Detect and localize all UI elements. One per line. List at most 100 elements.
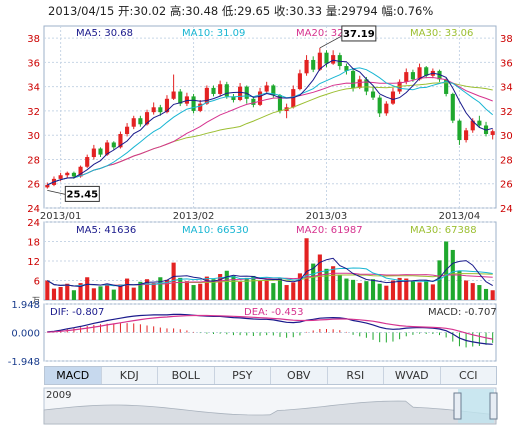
volume-bar <box>377 283 382 300</box>
quote-open: 开:30.02 <box>117 4 167 18</box>
candle-body <box>357 79 362 88</box>
volume-bar <box>211 279 216 300</box>
volume-bar <box>178 277 183 300</box>
candle-body <box>111 142 116 148</box>
candle-body <box>457 120 462 141</box>
price-axis-right-label: 26 <box>500 180 513 191</box>
volume-bar <box>304 238 309 300</box>
volume-legend-ma30: MA30: 67388 <box>410 225 477 236</box>
volume-bar <box>417 282 422 300</box>
low-label: 25.45 <box>67 189 99 200</box>
volume-legend-ma5: MA5: 41636 <box>76 225 136 236</box>
candle-body <box>118 133 123 148</box>
date-axis-label: 2013/04 <box>439 211 481 222</box>
candle-body <box>410 72 415 80</box>
candle-body <box>437 70 442 80</box>
tab-macd[interactable]: MACD <box>45 367 102 384</box>
candle-body <box>65 172 70 176</box>
candle-body <box>58 175 63 179</box>
legend-ma10: MA10: 31.09 <box>182 28 245 39</box>
tab-obv[interactable]: OBV <box>271 367 328 384</box>
navigator-selection <box>458 389 494 423</box>
tab-cci[interactable]: CCI <box>458 369 478 382</box>
volume-bar <box>384 285 389 300</box>
price-axis-left-label: 24 <box>27 204 40 215</box>
volume-bar <box>317 254 322 300</box>
volume-bar <box>331 266 336 300</box>
volume-bar <box>151 283 156 300</box>
volume-bar <box>218 274 223 300</box>
volume-axis-label: 24 <box>27 218 40 229</box>
volume-bar <box>111 289 116 300</box>
volume-unit-label: 万 <box>32 296 40 305</box>
volume-bar <box>171 262 176 300</box>
volume-axis-label: 18 <box>27 238 40 249</box>
navigator-year: 2009 <box>46 390 72 401</box>
price-axis-right-label: 32 <box>500 107 513 118</box>
volume-bar <box>424 280 429 300</box>
candle-body <box>477 120 482 126</box>
candle-body <box>178 91 183 104</box>
candle-body <box>404 72 409 82</box>
candle-body <box>98 148 103 155</box>
volume-bar <box>58 287 63 300</box>
candle-body <box>164 98 170 113</box>
candle-body <box>231 96 236 101</box>
volume-legend-ma10: MA10: 66530 <box>182 225 249 236</box>
high-label-leader <box>319 35 343 49</box>
volume-bar <box>311 263 316 300</box>
volume-bar <box>351 279 356 300</box>
volume-axis-label: 6 <box>34 277 40 288</box>
price-axis-left-label: 26 <box>27 180 40 191</box>
candle-body <box>470 120 475 131</box>
candle-body <box>138 118 143 125</box>
volume-bar <box>490 290 495 300</box>
price-axis-right-label: 30 <box>500 131 513 142</box>
candle-body <box>464 130 469 141</box>
macd-axis-label: 1.948 <box>11 300 40 311</box>
tab-boll[interactable]: BOLL <box>158 367 215 384</box>
volume-bar <box>198 283 203 300</box>
candle-body <box>45 184 50 188</box>
candle-body <box>304 59 309 74</box>
candle-body <box>424 67 429 76</box>
dea-line <box>47 314 493 340</box>
ma20-line <box>47 76 493 186</box>
high-label: 37.19 <box>343 29 375 40</box>
volume-bar <box>51 288 57 300</box>
volume-bar <box>344 278 349 300</box>
tab-psy[interactable]: PSY <box>215 367 271 384</box>
volume-bar <box>470 283 475 300</box>
candle-body <box>171 91 176 99</box>
volume-bar <box>483 288 489 300</box>
candle-body <box>105 142 110 155</box>
tab-wvad[interactable]: WVAD <box>384 367 441 384</box>
macd-axis-label: -1.948 <box>8 357 40 368</box>
legend-dea: DEA: -0.453 <box>244 307 303 318</box>
volume-bar <box>224 270 229 300</box>
volume-bar <box>78 283 83 300</box>
candle-body <box>317 52 322 70</box>
volume-bar <box>364 281 369 300</box>
volume-bar <box>337 274 342 300</box>
ma10-line <box>47 67 494 186</box>
volume-bar <box>284 285 289 300</box>
candle-body <box>311 59 316 70</box>
tab-rsi[interactable]: RSI <box>328 367 384 384</box>
volume-bar <box>71 290 76 300</box>
volume-bar <box>184 281 189 300</box>
volume-bar <box>464 280 469 300</box>
volume-bar <box>297 273 302 300</box>
candle-body <box>291 89 296 108</box>
navigator-left-handle[interactable] <box>453 392 462 420</box>
price-axis-left-label: 30 <box>27 131 40 142</box>
volume-bar <box>138 281 143 300</box>
navigator-right-handle[interactable] <box>489 392 498 420</box>
candle-body <box>131 118 136 127</box>
candle-body <box>364 79 369 92</box>
tab-kdj[interactable]: KDJ <box>102 367 158 384</box>
candle-body <box>444 79 449 94</box>
price-axis-left-label: 28 <box>27 155 40 166</box>
